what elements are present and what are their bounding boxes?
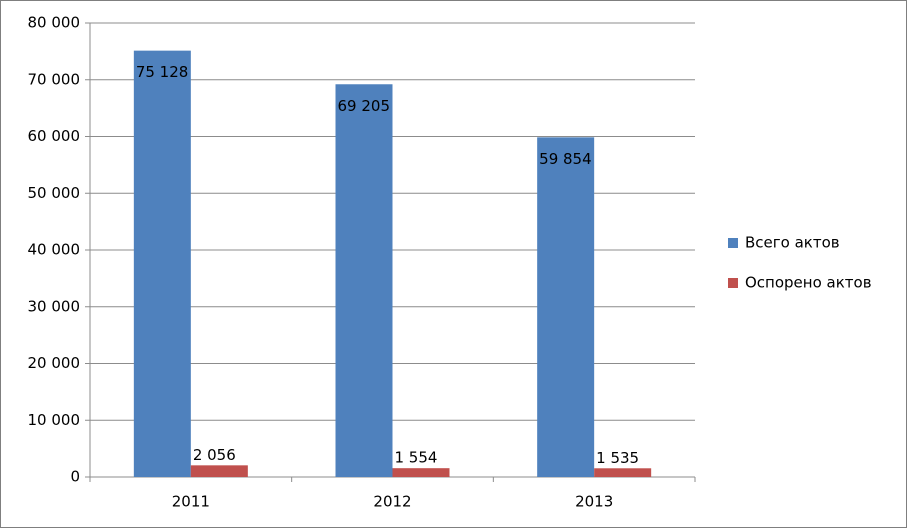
y-tick-label: 50 000	[28, 184, 81, 202]
bar	[190, 465, 248, 477]
y-tick-label: 10 000	[28, 411, 81, 429]
y-tick-label: 20 000	[28, 354, 81, 372]
x-tick-label: 2011	[172, 493, 210, 511]
bar	[392, 468, 450, 477]
data-label: 2 056	[193, 446, 236, 464]
data-label: 1 535	[596, 449, 639, 467]
data-label: 75 128	[136, 63, 189, 81]
legend-label: Оспорено актов	[745, 274, 872, 292]
bar	[594, 468, 652, 477]
data-label: 1 554	[395, 449, 438, 467]
data-label: 69 205	[338, 97, 391, 115]
y-tick-label: 70 000	[28, 70, 81, 88]
y-tick-label: 30 000	[28, 297, 81, 315]
y-tick-label: 40 000	[28, 241, 81, 259]
bar	[537, 137, 595, 477]
x-tick-label: 2012	[373, 493, 411, 511]
y-tick-label: 0	[70, 468, 80, 486]
legend-swatch	[728, 238, 738, 248]
x-tick-label: 2013	[575, 493, 613, 511]
legend-swatch	[728, 278, 738, 288]
bar	[335, 84, 393, 477]
legend-label: Всего актов	[745, 234, 840, 252]
data-label: 59 854	[539, 150, 592, 168]
y-tick-label: 60 000	[28, 127, 81, 145]
bar	[133, 50, 191, 478]
y-tick-label: 80 000	[28, 14, 81, 32]
